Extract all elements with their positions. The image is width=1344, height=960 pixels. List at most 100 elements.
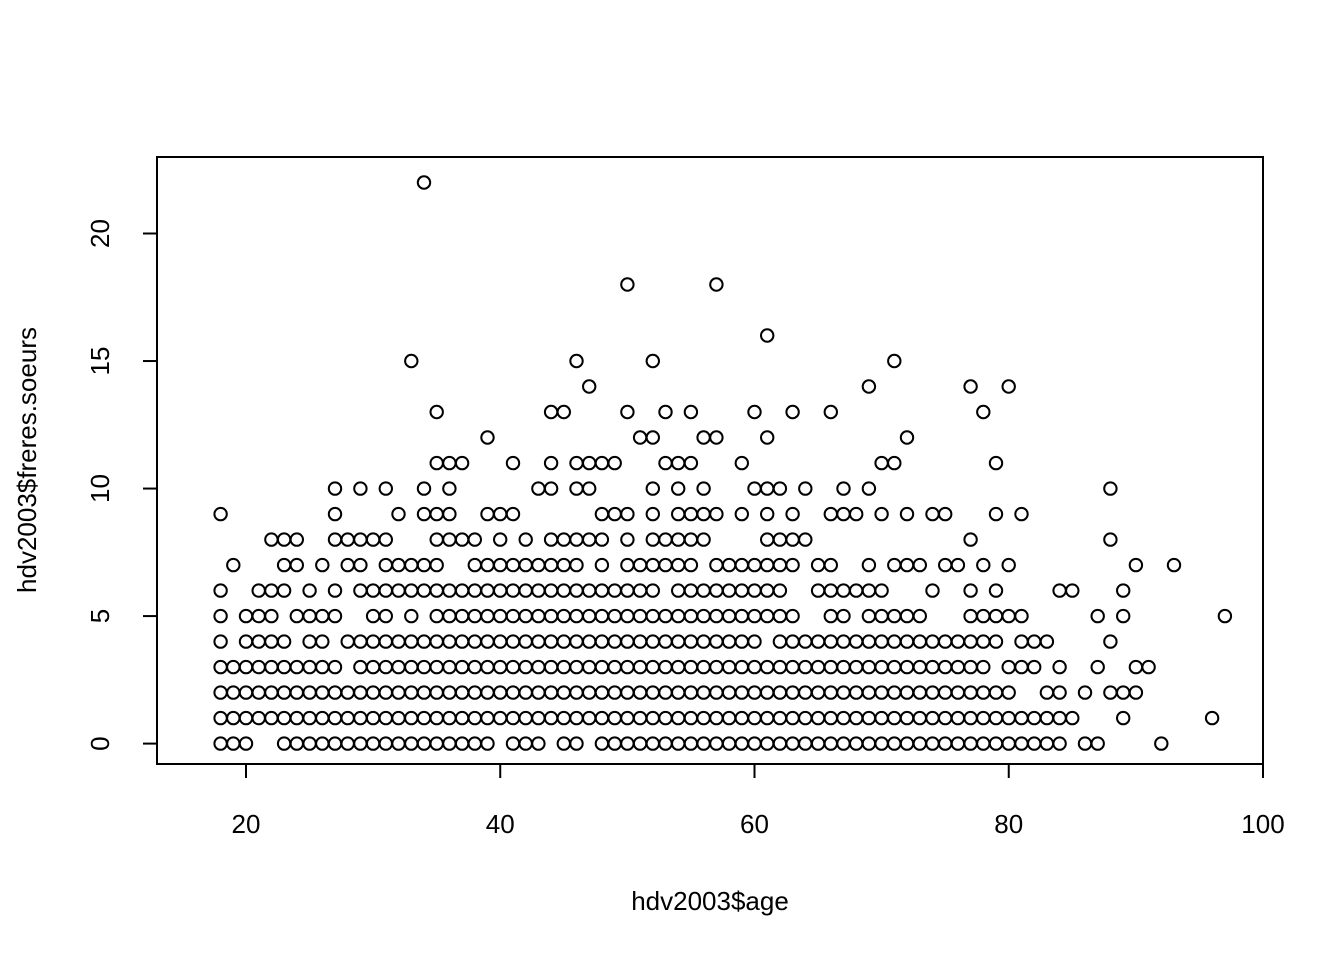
data-point: [1001, 685, 1016, 700]
data-point: [785, 506, 800, 522]
data-point: [899, 506, 915, 522]
data-point: [963, 532, 978, 547]
data-point: [289, 532, 304, 547]
data-point: [760, 328, 775, 343]
data-point: [1103, 532, 1118, 547]
data-point: [493, 532, 508, 547]
data-point: [213, 506, 228, 522]
data-point: [226, 557, 241, 573]
data-point: [798, 532, 813, 547]
data-point: [963, 583, 978, 598]
data-point: [404, 353, 419, 369]
data-point: [442, 481, 457, 496]
y-tick-label: 20: [85, 219, 115, 248]
data-point: [594, 557, 610, 573]
data-point: [1001, 379, 1016, 394]
data-point: [1014, 608, 1029, 624]
x-tick-label: 100: [1241, 809, 1284, 839]
data-point: [709, 277, 724, 292]
data-point: [976, 659, 991, 675]
data-point: [785, 608, 800, 624]
data-point: [1090, 608, 1105, 624]
x-tick-label: 60: [740, 809, 769, 839]
data-point: [1090, 736, 1105, 751]
data-point: [734, 455, 749, 471]
data-point: [327, 608, 343, 624]
y-tick-label: 15: [85, 347, 115, 376]
data-point: [213, 608, 228, 624]
data-point: [1052, 736, 1067, 751]
data-point: [1116, 608, 1131, 624]
data-point: [353, 481, 368, 496]
data-point: [416, 481, 432, 496]
data-point: [988, 583, 1004, 598]
data-point: [836, 608, 851, 624]
y-tick-label: 10: [85, 474, 115, 503]
y-tick-label: 5: [85, 609, 115, 623]
data-point: [938, 506, 953, 522]
data-point: [264, 608, 279, 624]
data-point: [620, 506, 635, 522]
x-axis: 20 40 60 80 100: [232, 763, 1285, 839]
data-point: [327, 583, 343, 598]
data-point: [416, 175, 432, 190]
data-point: [315, 557, 330, 573]
data-point: [658, 404, 673, 420]
data-point: [1103, 634, 1118, 649]
data-point: [1039, 634, 1055, 649]
data-point: [988, 634, 1004, 649]
data-point: [569, 353, 584, 369]
y-axis-title: hdv2003$freres.soeurs: [12, 327, 42, 593]
data-point: [315, 634, 330, 649]
data-point: [378, 532, 393, 547]
data-point: [645, 506, 660, 522]
data-point: [696, 481, 711, 496]
data-point: [327, 506, 343, 522]
data-point: [620, 277, 635, 292]
data-point: [683, 404, 699, 420]
data-point: [645, 353, 660, 369]
data-point: [772, 481, 788, 496]
data-point: [760, 506, 775, 522]
data-point: [276, 634, 292, 649]
data-point: [1052, 685, 1067, 700]
data-point: [988, 506, 1004, 522]
data-point: [887, 455, 902, 471]
data-point: [454, 455, 470, 471]
data-point: [874, 583, 889, 598]
data-point: [505, 506, 521, 522]
data-point: [976, 404, 991, 420]
data-point: [988, 455, 1004, 471]
data-point: [378, 608, 393, 624]
data-point: [543, 481, 559, 496]
data-point: [1166, 557, 1182, 573]
data-point: [1154, 736, 1169, 751]
data-point: [480, 736, 495, 751]
data-point: [302, 583, 317, 598]
data-point: [1014, 506, 1029, 522]
data-point: [798, 481, 813, 496]
data-point: [874, 506, 889, 522]
data-point: [709, 506, 724, 522]
data-point: [696, 532, 711, 547]
data-point: [1027, 659, 1042, 675]
data-point: [556, 404, 571, 420]
data-point: [887, 353, 902, 369]
data-point: [1001, 557, 1016, 573]
data-point: [289, 557, 304, 573]
data-point: [327, 659, 343, 675]
data-point: [429, 404, 444, 420]
data-point: [912, 608, 927, 624]
data-point: [213, 634, 228, 649]
data-point: [1128, 685, 1144, 700]
data-point: [861, 557, 877, 573]
data-point: [1103, 481, 1118, 496]
data-point: [238, 736, 254, 751]
data-point: [747, 634, 762, 649]
data-point: [429, 557, 444, 573]
data-point: [1090, 659, 1105, 675]
x-axis-title: hdv2003$age: [631, 886, 789, 916]
data-point: [1141, 659, 1156, 675]
